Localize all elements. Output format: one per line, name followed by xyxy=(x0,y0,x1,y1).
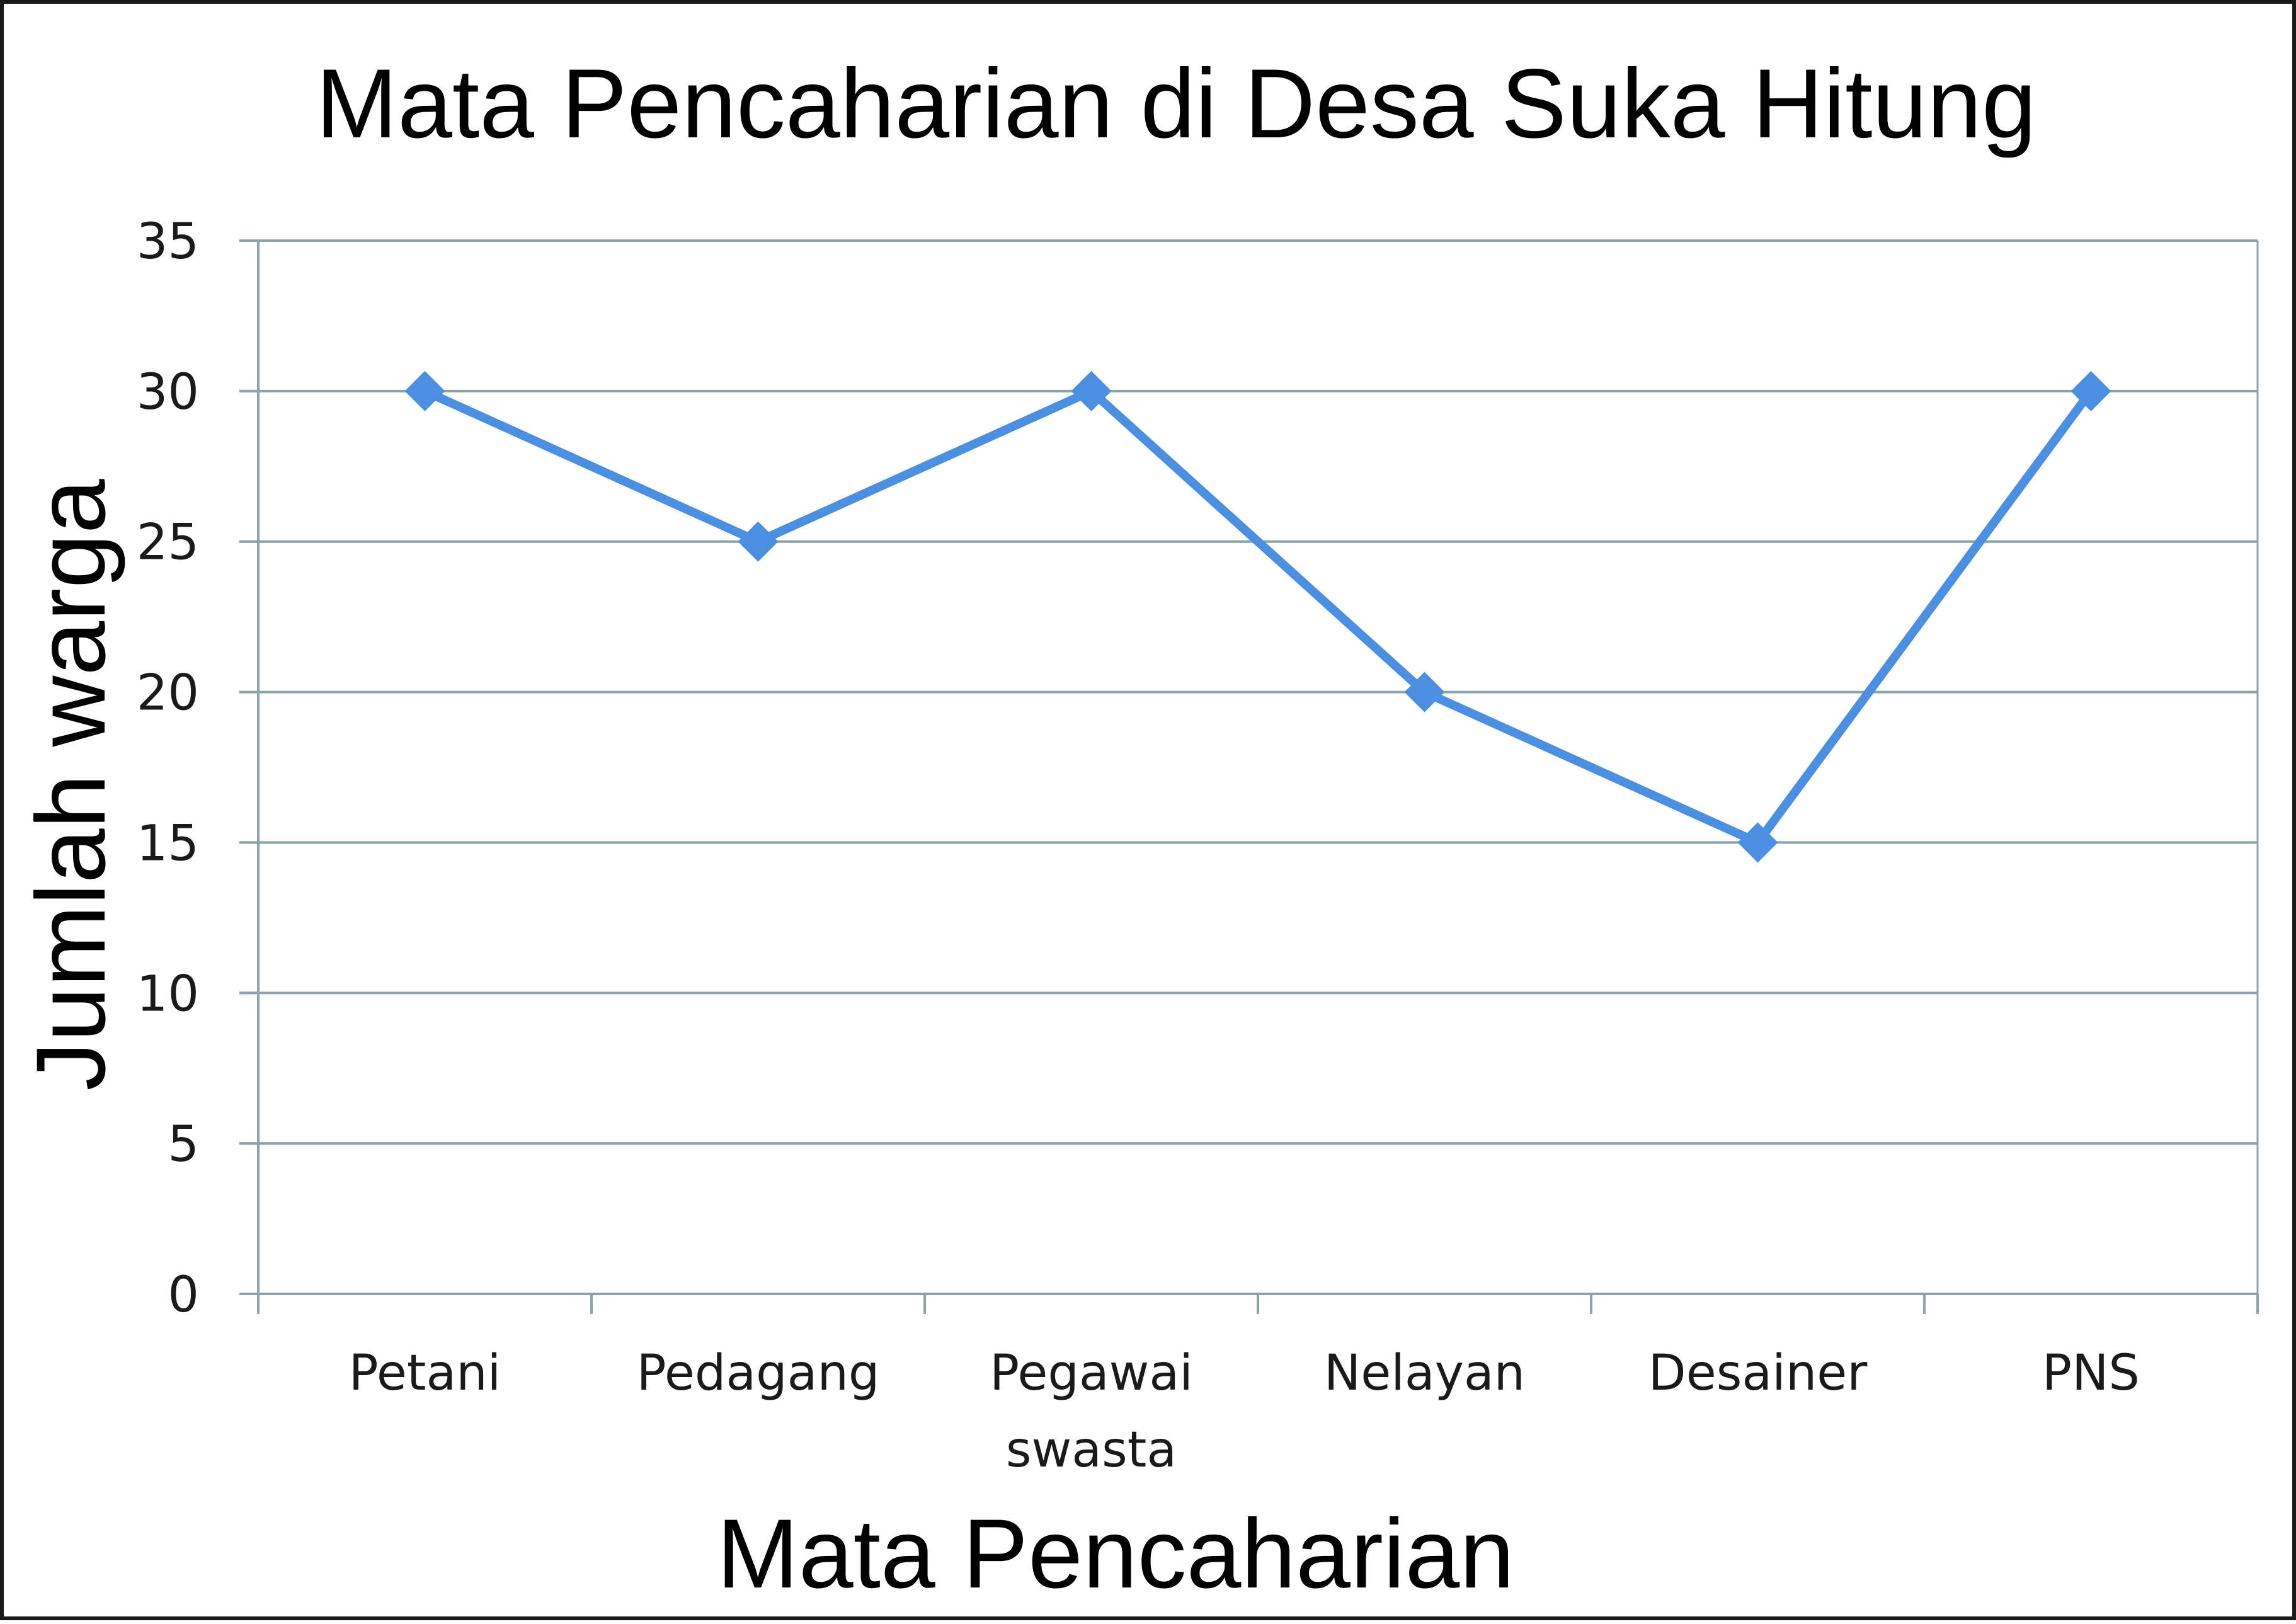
data-point-0 xyxy=(404,370,445,411)
chart-title: Mata Pencaharian di Desa Suka Hitung xyxy=(316,49,2036,159)
x-tick-label-2: Pegawai swasta xyxy=(990,1345,1193,1478)
data-point-3 xyxy=(1404,672,1445,712)
x-tick-label-0: Petani xyxy=(349,1345,501,1402)
data-point-5 xyxy=(2070,370,2111,411)
x-tick-label-5: PNS xyxy=(2042,1345,2140,1402)
x-tick-label-1: Pedagang xyxy=(637,1345,880,1402)
series-line-0 xyxy=(420,386,2096,847)
y-tick-label-35: 35 xyxy=(137,214,199,270)
data-point-4 xyxy=(1737,822,1778,863)
y-tick-label-25: 25 xyxy=(137,515,199,571)
y-tick-labels: 0 5 10 15 20 25 30 35 xyxy=(137,214,199,1324)
y-axis-title: Jumlah warga xyxy=(16,479,126,1090)
gridlines xyxy=(239,239,2258,1145)
series-layer xyxy=(404,370,2111,863)
x-tick-labels: Petani Pedagang Pegawai swasta Nelayan Desain… xyxy=(349,1345,2140,1478)
y-tick-label-20: 20 xyxy=(137,665,199,722)
x-tick-label-3: Nelayan xyxy=(1324,1345,1525,1402)
line-chart: Mata Pencaharian di Desa Suka Hitung Jum… xyxy=(16,49,2259,1609)
y-tick-label-15: 15 xyxy=(137,815,199,872)
y-tick-label-10: 10 xyxy=(137,966,199,1022)
y-tick-label-30: 30 xyxy=(137,364,199,421)
x-tick-label-4: Desainer xyxy=(1648,1345,1868,1402)
data-point-2 xyxy=(1071,370,1112,411)
axes xyxy=(239,239,2259,1314)
data-point-1 xyxy=(738,521,779,562)
y-tick-label-0: 0 xyxy=(168,1267,199,1324)
x-axis-title: Mata Pencaharian xyxy=(717,1499,1514,1609)
y-tick-label-5: 5 xyxy=(168,1116,199,1173)
